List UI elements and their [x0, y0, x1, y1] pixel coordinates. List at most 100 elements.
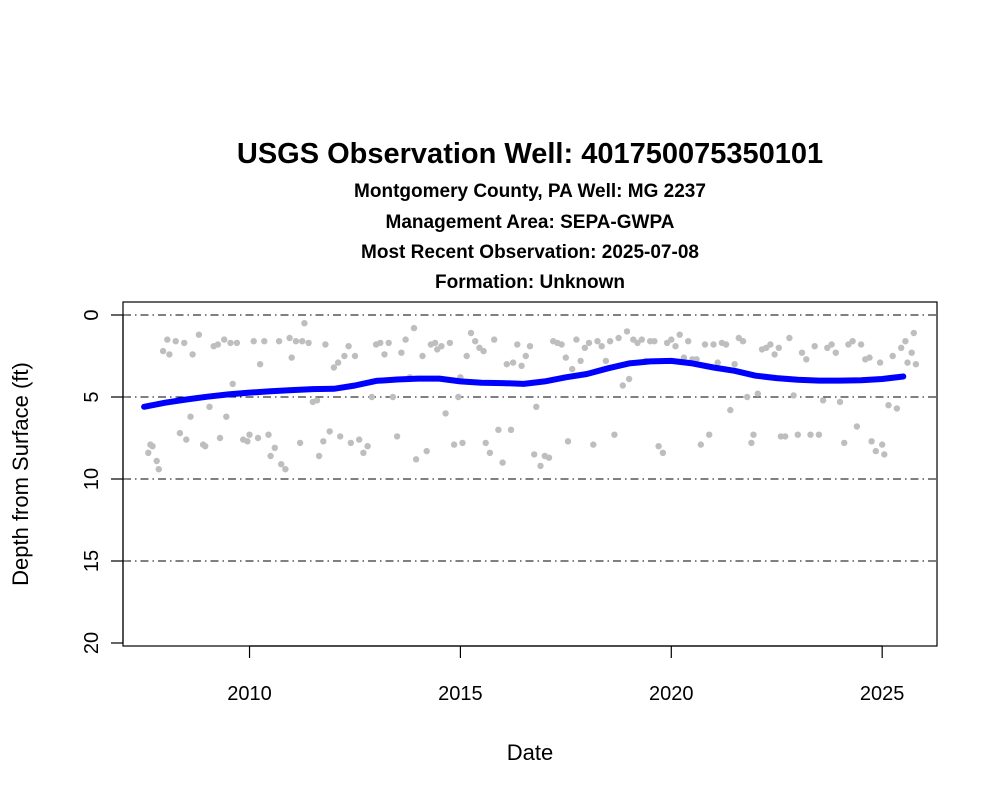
observation-point — [223, 413, 230, 420]
observation-point — [537, 462, 544, 470]
observation-point — [442, 410, 449, 417]
observation-point — [775, 344, 782, 351]
observation-point — [155, 466, 162, 473]
x-tick-label: 2010 — [227, 683, 272, 705]
observation-point — [233, 339, 241, 347]
observation-point — [531, 451, 538, 458]
observation-point — [393, 433, 401, 440]
observation-point — [849, 338, 856, 345]
observation-point — [898, 344, 905, 351]
observation-point — [676, 331, 683, 338]
observation-point — [412, 456, 420, 463]
observation-point — [282, 466, 289, 473]
observation-point — [522, 352, 529, 360]
observation-point — [748, 439, 755, 447]
observation-point — [398, 349, 405, 356]
observation-point — [159, 347, 167, 355]
observation-point — [351, 352, 359, 360]
chart-subtitle-management-area: Management Area: SEPA-GWPA — [386, 212, 675, 233]
y-axis-label: Depth from Surface (ft) — [8, 362, 33, 586]
observation-point — [798, 349, 806, 356]
observation-point — [244, 438, 251, 445]
observation-point — [292, 338, 300, 345]
observation-point — [301, 320, 308, 327]
observation-point — [360, 449, 367, 456]
observation-point — [526, 343, 534, 350]
observation-point — [841, 439, 848, 447]
observation-point — [296, 439, 304, 447]
trend-line — [141, 357, 907, 410]
observation-point — [402, 336, 409, 343]
observation-point — [313, 397, 321, 404]
observation-point — [216, 434, 224, 442]
observation-point — [305, 339, 312, 347]
observation-point — [410, 324, 418, 332]
observation-point — [545, 454, 553, 461]
observation-point — [364, 443, 371, 450]
observation-point — [509, 359, 517, 366]
observation-point — [731, 361, 738, 368]
observation-point — [876, 359, 884, 366]
observation-point — [881, 451, 888, 458]
observation-point — [221, 336, 228, 343]
observation-point — [347, 439, 354, 447]
observation-point — [558, 341, 565, 348]
observation-point — [872, 447, 879, 455]
observation-point — [472, 338, 479, 345]
observation-point — [562, 354, 569, 361]
observation-point — [590, 441, 597, 448]
observation-point — [889, 352, 896, 360]
observation-point — [651, 338, 658, 345]
observation-point — [246, 431, 253, 438]
plot-frame — [122, 301, 938, 647]
observation-point — [581, 344, 588, 351]
observation-point — [267, 452, 274, 460]
observation-point — [533, 403, 540, 410]
observation-point — [181, 339, 188, 347]
observation-point — [727, 406, 734, 414]
observation-point — [149, 443, 156, 450]
x-axis-label: Date — [507, 740, 553, 765]
observation-point — [710, 341, 717, 348]
observation-point — [606, 338, 614, 345]
observation-point — [655, 443, 662, 450]
observation-point — [381, 351, 388, 358]
observation-point — [514, 341, 521, 348]
observation-point — [623, 328, 631, 335]
observation-point — [341, 352, 348, 360]
y-tick-label: 0 — [81, 309, 103, 320]
observation-point — [879, 441, 886, 448]
observation-point — [685, 338, 692, 345]
chart-subtitle-formation: Formation: Unknown — [435, 272, 625, 293]
observation-point — [573, 336, 580, 343]
observation-point — [265, 431, 272, 438]
observation-point — [564, 438, 572, 445]
observation-point — [320, 438, 327, 445]
observation-point — [250, 338, 257, 345]
observation-point — [206, 403, 213, 410]
observation-point — [619, 382, 626, 389]
observation-point — [195, 331, 203, 338]
observation-point — [423, 447, 430, 455]
observation-point — [819, 397, 827, 404]
observation-point — [750, 431, 757, 438]
observation-point — [853, 423, 861, 430]
observation-point — [446, 339, 454, 347]
observation-point — [569, 365, 576, 373]
observation-point — [261, 338, 268, 345]
x-tick-label: 2020 — [649, 683, 694, 705]
observation-point — [714, 359, 721, 366]
observation-point — [503, 361, 510, 368]
observation-point — [904, 359, 911, 366]
observation-point — [389, 393, 397, 401]
observation-point — [803, 356, 810, 363]
x-tick-label: 2025 — [860, 683, 905, 705]
observation-point — [459, 439, 466, 447]
observation-point — [172, 338, 179, 345]
observation-point — [794, 431, 801, 438]
observation-point — [585, 339, 593, 347]
observation-point — [885, 402, 892, 409]
observation-point — [625, 375, 633, 383]
observation-point — [499, 459, 506, 466]
